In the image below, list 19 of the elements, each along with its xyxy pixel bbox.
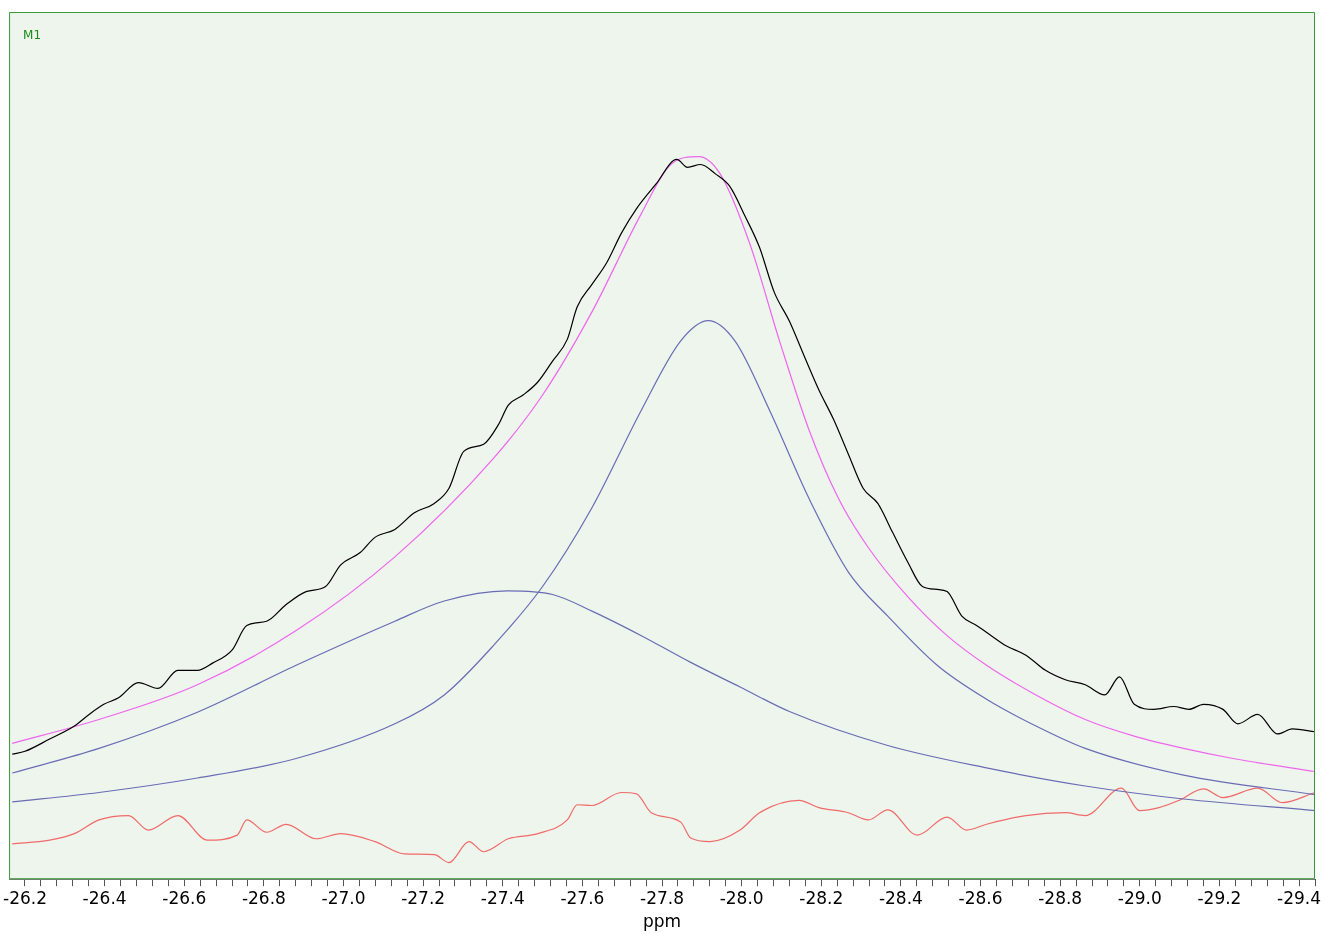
x-tick-label: -27.4	[480, 887, 525, 908]
x-tick-label: -29.2	[1197, 887, 1242, 908]
x-tick-label: -27.8	[640, 887, 685, 908]
x-tick-label: -27.2	[401, 887, 446, 908]
x-tick-label: -26.2	[2, 887, 47, 908]
x-tick-label: -27.6	[560, 887, 605, 908]
x-tick-label: -28.8	[1038, 887, 1083, 908]
x-tick-label: -26.4	[82, 887, 127, 908]
x-tick-label: -28.6	[958, 887, 1003, 908]
x-tick-label: -26.8	[241, 887, 286, 908]
x-tick-label: -26.6	[162, 887, 207, 908]
x-tick-label: -28.4	[878, 887, 923, 908]
x-tick-label: -27.0	[321, 887, 366, 908]
x-tick-label: -28.0	[719, 887, 764, 908]
text: M1	[23, 28, 42, 42]
x-tick-label: -29.0	[1117, 887, 1162, 908]
x-axis-title: ppm	[642, 911, 682, 932]
x-tick-label: -28.2	[799, 887, 844, 908]
x-tick-label: -29.4	[1277, 887, 1322, 908]
